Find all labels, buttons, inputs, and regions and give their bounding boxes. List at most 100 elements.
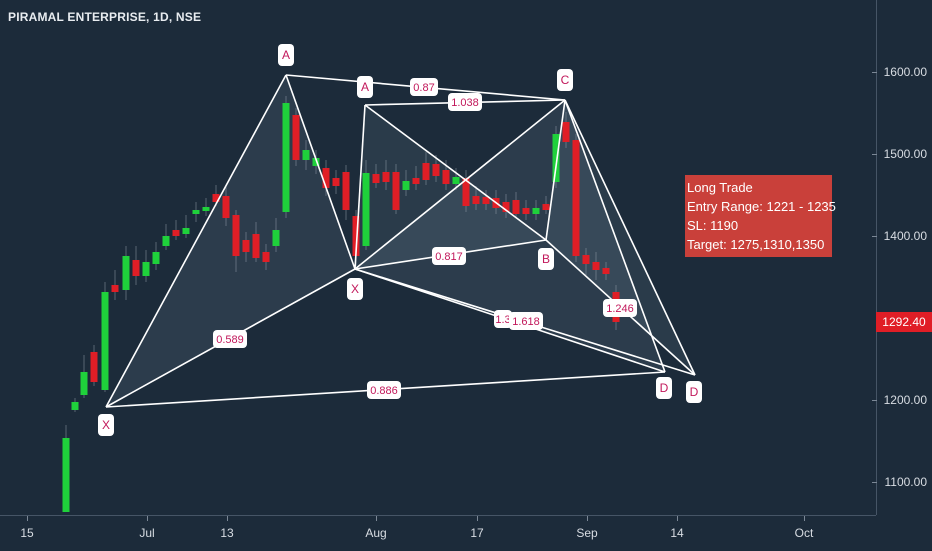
pattern-point-label: D [686,381,702,403]
time-axis[interactable]: 15 Jul 13 Aug 17 Sep 14 Oct [0,515,876,551]
trade-note-line-4: Target: 1275,1310,1350 [687,237,825,252]
price-tick-mark [872,72,877,73]
pattern-line-bc [354,99,566,270]
time-tick-label: 15 [20,526,34,540]
pattern-point-text: A [361,80,369,94]
time-tick-label: Sep [576,526,598,540]
pattern-point-text: X [102,418,110,432]
price-tick-mark [872,482,877,483]
price-axis[interactable]: 1600.00 1500.00 1400.00 1200.00 1100.00 [872,0,932,515]
time-tick-mark [477,516,478,521]
pattern-point-text: D [690,385,699,399]
candle-body [552,134,560,182]
last-price-badge: 1292.40 [876,312,932,332]
ratio-label: 1.618 [509,312,543,330]
price-tick-label: 1500.00 [883,147,927,161]
candle-body [582,255,590,264]
price-tick-mark [872,154,877,155]
pattern-line-xa [105,74,287,408]
ratio-label-bg [410,78,438,96]
ratio-label-text: 0.87 [413,82,434,94]
pattern-line-cd [564,99,666,373]
trade-note-line-1: Long Trade [687,180,753,195]
pattern-point-bg [278,44,294,66]
candle-body [342,172,350,210]
candle-body [502,202,510,212]
candle-body [442,170,450,184]
pattern-point-label: A [278,44,294,66]
time-tick-mark [147,516,148,521]
candle-body [101,292,109,390]
candle-body [592,262,600,270]
ratio-label-text: 1.038 [451,97,479,109]
ratio-label: 1.038 [448,93,482,111]
price-tick-mark [872,400,877,401]
candle-body [272,230,280,246]
candle-body [562,122,570,142]
candle-body [312,158,320,166]
candle-body [282,103,290,212]
pattern-line-bc-2 [545,99,566,241]
candle-body [302,150,310,160]
candle-body [402,181,410,190]
candle-body [392,172,400,210]
pattern-fill-xab-2 [355,105,546,269]
candle-body [292,115,300,160]
ratio-label-bg [509,312,543,330]
candle-body [222,196,230,218]
trade-note-line-2: Entry Range: 1221 - 1235 [687,199,836,214]
pattern-point-bg [98,414,114,436]
ratio-label-bg [432,247,466,265]
candle-body [162,236,170,246]
trade-note-box[interactable]: Long Trade Entry Range: 1221 - 1235 SL: … [685,175,836,257]
pattern-line-ab-2 [364,104,547,241]
candle-body [252,234,260,258]
candle-body [182,228,190,234]
candle-body [262,252,270,262]
candle-body [142,262,150,276]
ratio-label: 0.87 [410,78,438,96]
candle-body [372,174,380,183]
price-tick-label: 1100.00 [884,475,928,489]
candle-body [522,208,530,214]
pattern-point-text: A [282,48,290,62]
candle-body [532,208,540,214]
candle-body [542,204,550,210]
pattern-line-cd-2 [564,99,696,376]
pattern-point-bg [656,377,672,399]
ratio-label: 0.589 [213,330,247,348]
ratio-label: 1.246 [603,299,637,317]
time-tick-label: Oct [794,526,814,540]
price-tick-label: 1200.00 [883,393,927,407]
pattern-point-bg [347,278,363,300]
candle-body [212,194,220,202]
pattern-point-bg [557,69,573,91]
ratio-label-bg [448,93,482,111]
ratio-label-text: 0.886 [370,385,398,397]
pattern-point-label: X [347,278,363,300]
ratio-label-bg [367,381,401,399]
ratio-label: 0.817 [432,247,466,265]
pattern-fill-bcd-1 [355,100,665,372]
pattern-point-text: C [561,73,570,87]
pattern-fill-bcd-2 [546,100,695,375]
candle-body [572,140,580,256]
pattern-point-label: X [98,414,114,436]
pattern-point-text: X [351,282,359,296]
time-tick-label: 14 [670,526,684,540]
candle-body [332,178,340,186]
candle-body [382,172,390,182]
price-chart-plot[interactable]: 0.589 0.886 0.87 1.038 0.817 1.3 1.618 1.246 A A C… [0,0,876,515]
pattern-point-label: A [357,76,373,98]
candle-body [122,256,130,290]
candle-body [132,260,140,276]
ratio-label: 1.3 [494,310,512,328]
candle-body [90,352,98,382]
pattern-point-label: D [656,377,672,399]
pattern-line-xa-2 [354,104,366,270]
time-tick-label: Jul [139,526,155,540]
ratio-label-bg [213,330,247,348]
trade-note-line-3: SL: 1190 [687,218,739,233]
candle-body [452,177,460,184]
